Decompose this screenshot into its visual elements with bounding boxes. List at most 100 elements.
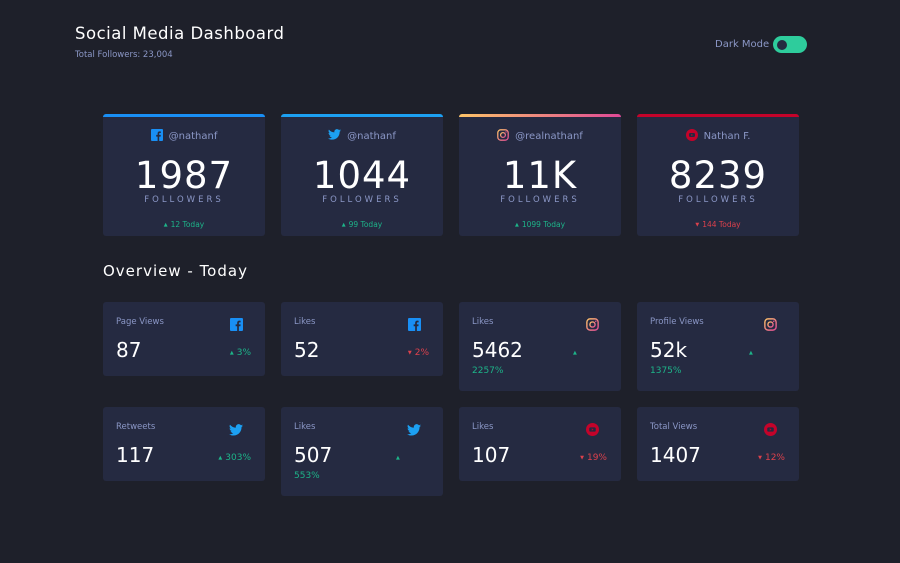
tile-change-value: 2257% <box>472 366 504 376</box>
card-handle: @nathanf <box>347 130 396 142</box>
arrow-up-icon: ▲ <box>218 455 223 461</box>
tile-change-value: 12% <box>764 453 785 463</box>
card-handle: @realnathanf <box>515 131 583 142</box>
header: Social Media Dashboard Total Followers: … <box>75 24 284 60</box>
card-handle-row: @realnathanf <box>459 129 621 144</box>
card-handle: @nathanf <box>168 131 218 142</box>
card-handle-row: @nathanf <box>281 129 443 143</box>
tile-value: 52 <box>294 338 320 362</box>
arrow-up-icon: ▲ <box>749 350 753 356</box>
youtube-icon <box>586 421 599 440</box>
tile-label: Likes <box>294 422 316 432</box>
tile-value: 52k <box>650 338 688 362</box>
arrow-down-icon: ▼ <box>407 350 412 356</box>
tile-label: Retweets <box>116 422 156 432</box>
overview-tile-instagram-likes[interactable]: Likes 5462 ▲ 2257% <box>459 302 621 391</box>
today-change-value: 12 Today <box>170 220 205 229</box>
arrow-down-icon: ▼ <box>580 455 584 461</box>
tile-change: ▲ 303% <box>218 453 251 463</box>
twitter-icon <box>229 421 243 440</box>
tile-value: 5462 <box>472 338 523 362</box>
overview-tile-facebook-page-views[interactable]: Page Views 87 ▲ 3% <box>103 302 265 376</box>
overview-tile-instagram-profile-views[interactable]: Profile Views 52k ▲ 1375% <box>637 302 799 391</box>
toggle-knob <box>777 39 788 50</box>
follower-count: 1987 <box>134 154 234 197</box>
follower-card-twitter[interactable]: @nathanf 1044 FOLLOWERS ▲ 99 Today <box>281 114 443 236</box>
overview-tile-twitter-retweets[interactable]: Retweets 117 ▲ 303% <box>103 407 265 481</box>
follower-count: 11K <box>502 154 578 197</box>
tile-value: 117 <box>116 443 155 467</box>
twitter-icon <box>328 129 342 143</box>
dark-mode-toggle[interactable] <box>773 36 808 53</box>
tile-change: ▼ 19% <box>580 453 607 463</box>
today-change-value: 1099 Today <box>521 220 566 229</box>
tile-label: Likes <box>472 317 494 327</box>
page-title: Social Media Dashboard <box>75 24 285 43</box>
arrow-up-icon: ▲ <box>341 221 346 228</box>
tile-label: Page Views <box>116 317 164 327</box>
arrow-up-icon: ▲ <box>573 350 577 356</box>
today-change-value: 99 Today <box>348 220 383 229</box>
tile-label: Likes <box>294 317 316 327</box>
youtube-icon <box>764 421 777 440</box>
tile-change: ▲ 3% <box>230 348 251 358</box>
today-change: ▼ 144 Today <box>637 220 799 229</box>
instagram-icon <box>764 316 777 335</box>
arrow-up-icon: ▲ <box>514 221 519 228</box>
dark-mode-control: Dark Mode <box>715 36 808 53</box>
followers-label: FOLLOWERS <box>678 195 758 205</box>
today-change: ▲ 12 Today <box>103 220 265 229</box>
overview-tile-youtube-likes[interactable]: Likes 107 ▼ 19% <box>459 407 621 481</box>
follower-card-instagram[interactable]: @realnathanf 11K FOLLOWERS ▲ 1099 Today <box>459 114 621 236</box>
facebook-icon <box>230 316 243 335</box>
tile-change-value: 303% <box>225 453 251 463</box>
total-followers: Total Followers: 23,004 <box>75 50 173 60</box>
follower-card-youtube[interactable]: Nathan F. 8239 FOLLOWERS ▼ 144 Today <box>637 114 799 236</box>
tile-label: Total Views <box>650 422 698 432</box>
arrow-up-icon: ▲ <box>163 221 168 228</box>
tile-change: ▼ 12% <box>758 453 785 463</box>
tile-change-value: 19% <box>586 453 607 463</box>
tile-change: ▼ 2% <box>408 348 429 358</box>
follower-count: 8239 <box>668 154 768 197</box>
today-change-value: 144 Today <box>702 220 741 229</box>
dark-mode-label: Dark Mode <box>715 39 770 50</box>
card-accent-bar <box>637 114 799 117</box>
today-change: ▲ 1099 Today <box>459 220 621 229</box>
tile-change-value: 2% <box>414 348 429 358</box>
facebook-icon <box>150 129 163 144</box>
followers-label: FOLLOWERS <box>144 195 224 205</box>
card-handle-row: @nathanf <box>103 129 265 144</box>
tile-change-value: 3% <box>236 348 251 358</box>
tile-label: Profile Views <box>650 317 704 327</box>
card-handle: Nathan F. <box>703 131 751 142</box>
arrow-down-icon: ▼ <box>758 455 762 461</box>
tile-value: 1407 <box>650 443 701 467</box>
instagram-icon <box>497 129 510 144</box>
overview-title: Overview - Today <box>103 262 248 280</box>
instagram-icon <box>586 316 599 335</box>
card-handle-row: Nathan F. <box>637 129 799 144</box>
arrow-up-icon: ▲ <box>396 455 400 461</box>
tile-value: 507 <box>294 443 333 467</box>
follower-card-facebook[interactable]: @nathanf 1987 FOLLOWERS ▲ 12 Today <box>103 114 265 236</box>
youtube-icon <box>685 129 698 144</box>
twitter-icon <box>407 421 421 440</box>
follower-count: 1044 <box>312 154 412 197</box>
tile-change-value: 553% <box>294 471 320 481</box>
card-accent-bar <box>459 114 621 117</box>
followers-label: FOLLOWERS <box>500 195 580 205</box>
overview-tile-twitter-likes[interactable]: Likes 507 ▲ 553% <box>281 407 443 496</box>
tile-value: 87 <box>116 338 142 362</box>
tile-value: 107 <box>472 443 511 467</box>
facebook-icon <box>408 316 421 335</box>
tile-label: Likes <box>472 422 494 432</box>
arrow-down-icon: ▼ <box>695 221 700 228</box>
card-accent-bar <box>281 114 443 117</box>
overview-tile-youtube-total-views[interactable]: Total Views 1407 ▼ 12% <box>637 407 799 481</box>
arrow-up-icon: ▲ <box>229 350 234 356</box>
card-accent-bar <box>103 114 265 117</box>
tile-change-value: 1375% <box>650 366 682 376</box>
overview-tile-facebook-likes[interactable]: Likes 52 ▼ 2% <box>281 302 443 376</box>
followers-label: FOLLOWERS <box>322 195 402 205</box>
